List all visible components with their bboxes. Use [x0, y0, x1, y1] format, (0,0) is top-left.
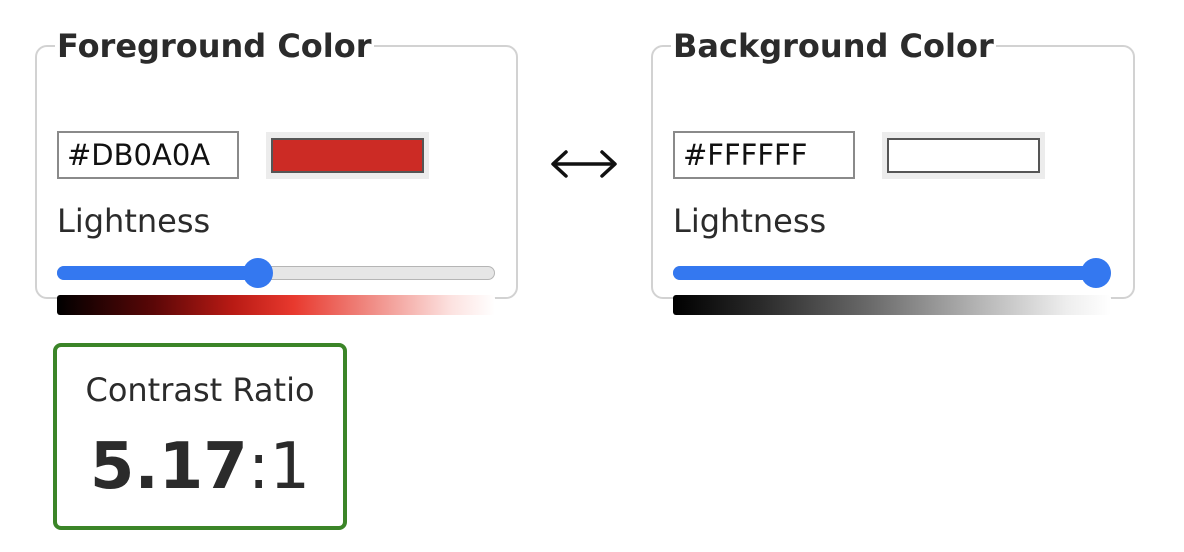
foreground-color-picker[interactable] — [266, 132, 429, 179]
contrast-ratio-label: Contrast Ratio — [85, 371, 315, 409]
foreground-lightness-label: Lightness — [57, 202, 211, 240]
background-lightness-gradient — [673, 295, 1111, 315]
foreground-hex-input[interactable] — [57, 131, 239, 179]
background-color-panel: Background Color Lightness — [651, 26, 1135, 315]
background-color-title: Background Color — [673, 27, 994, 65]
foreground-color-title: Foreground Color — [57, 27, 372, 65]
swap-colors-button[interactable] — [548, 140, 620, 188]
contrast-ratio-value: 5.17:1 — [57, 427, 343, 507]
background-lightness-label: Lightness — [673, 202, 827, 240]
background-hex-input[interactable] — [673, 131, 855, 179]
foreground-lightness-gradient — [57, 295, 495, 315]
slider-fill — [57, 266, 259, 280]
background-color-picker[interactable] — [882, 132, 1045, 179]
slider-thumb[interactable] — [1081, 258, 1111, 288]
slider-fill — [673, 266, 1096, 280]
slider-thumb[interactable] — [243, 258, 274, 288]
foreground-lightness-slider[interactable] — [57, 258, 495, 288]
foreground-color-swatch — [271, 138, 424, 173]
contrast-ratio-suffix: :1 — [247, 430, 311, 504]
foreground-color-panel: Foreground Color Lightness — [35, 26, 518, 315]
background-lightness-slider[interactable] — [673, 258, 1111, 288]
contrast-ratio-number: 5.17 — [89, 430, 248, 504]
background-color-swatch — [887, 138, 1040, 173]
left-right-arrow-icon — [551, 150, 617, 178]
contrast-ratio-box: Contrast Ratio 5.17:1 — [53, 343, 347, 530]
